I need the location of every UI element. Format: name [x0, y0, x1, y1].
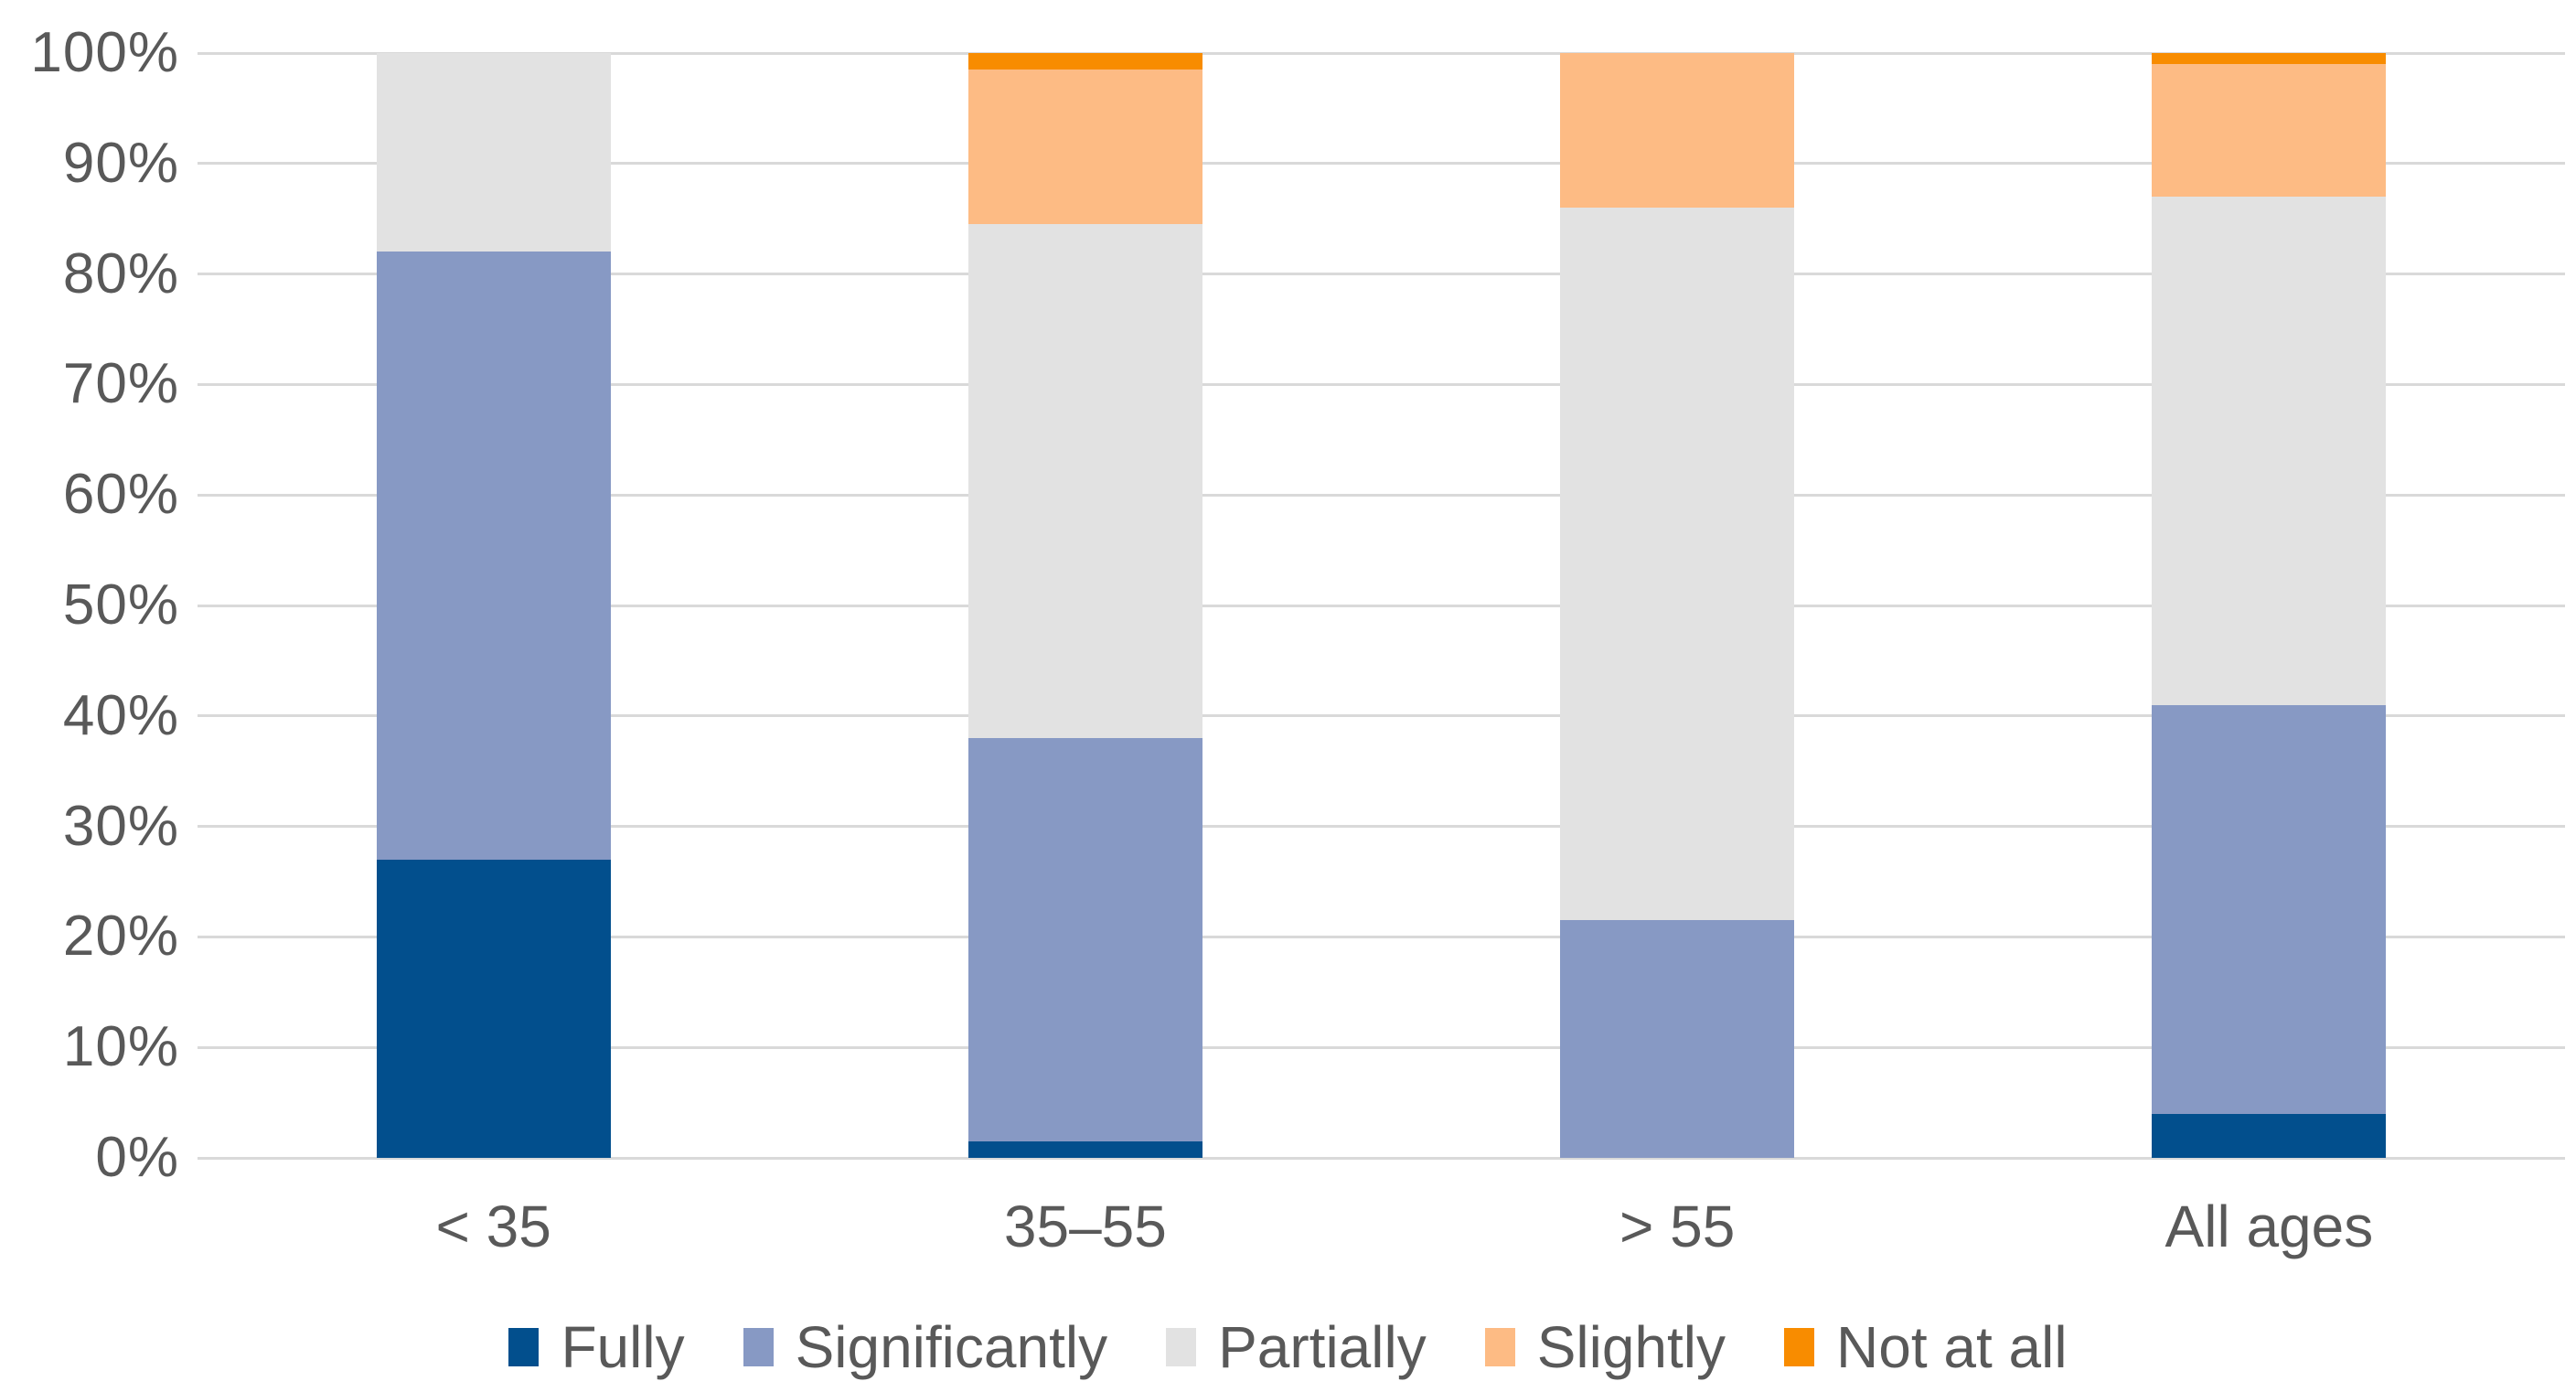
bar-stack-3 [1560, 53, 1795, 1158]
legend-swatch-icon [508, 1328, 540, 1366]
legend-swatch-icon [1166, 1328, 1197, 1366]
y-axis: 0% 10% 20% 30% 40% 50% 60% 70% 80% 90% 100% [0, 24, 179, 1187]
legend-label: Fully [561, 1314, 685, 1380]
legend-swatch-icon [1784, 1328, 1814, 1366]
bar-segment-fully [967, 1140, 1202, 1158]
bar-segment-slightly [2152, 64, 2387, 198]
y-tick-label-0: 0% [95, 1126, 179, 1189]
bar-segment-significantly [967, 737, 1202, 1141]
legend-item-fully: Fully [508, 1314, 685, 1380]
y-tick-label-70: 70% [62, 352, 179, 416]
bar-segment-partially [1560, 208, 1795, 921]
y-tick-label-80: 80% [62, 241, 179, 305]
legend-item-not-at-all: Not at all [1784, 1315, 2068, 1379]
legend-label: Significantly [795, 1314, 1108, 1380]
x-axis: < 35 35–55 > 55 All ages [198, 1194, 2565, 1267]
gridline-80 [198, 273, 2565, 276]
bar-stack-4 [2152, 53, 2387, 1158]
x-category-label: < 35 [435, 1194, 551, 1259]
bar-stack-1 [376, 53, 611, 1158]
bar-segment-partially [376, 53, 611, 252]
legend-swatch-icon [1484, 1328, 1515, 1366]
y-tick-label-40: 40% [62, 683, 179, 747]
y-tick-label-30: 30% [62, 794, 179, 858]
bar-segment-significantly [2152, 704, 2387, 1114]
plot-area [198, 51, 2565, 1160]
y-tick-label-100: 100% [30, 21, 179, 84]
gridline-100 [198, 51, 2565, 55]
gridline-30 [198, 825, 2565, 829]
legend-item-partially: Partially [1166, 1315, 1427, 1379]
bar-segment-slightly [1560, 53, 1795, 209]
gridline-70 [198, 382, 2565, 386]
legend-item-significantly: Significantly [743, 1314, 1108, 1380]
bar-segment-significantly [376, 252, 611, 860]
y-tick-label-50: 50% [62, 573, 179, 637]
bar-segment-fully [2152, 1113, 2387, 1158]
y-tick-label-90: 90% [62, 131, 179, 195]
bar-segment-partially [967, 224, 1202, 738]
x-category-label: 35–55 [1003, 1194, 1167, 1259]
legend-item-slightly: Slightly [1484, 1314, 1726, 1380]
y-tick-label-20: 20% [62, 905, 179, 969]
bar-segment-significantly [1560, 920, 1795, 1158]
bar-segment-partially [2152, 197, 2387, 705]
gridline-20 [198, 935, 2565, 938]
gridline-90 [198, 162, 2565, 166]
bar-segment-not-at-all [967, 53, 1202, 70]
legend-swatch-icon [743, 1328, 774, 1366]
legend-label: Not at all [1836, 1314, 2068, 1380]
gridline-60 [198, 493, 2565, 497]
y-tick-label-60: 60% [62, 463, 179, 527]
bar-segment-fully [376, 859, 611, 1158]
x-category-label: > 55 [1619, 1194, 1736, 1259]
legend: Fully Significantly Partially Slightly Not a… [0, 1315, 2576, 1379]
gridline-50 [198, 604, 2565, 607]
bar-segment-slightly [967, 70, 1202, 225]
gridline-40 [198, 714, 2565, 718]
legend-label: Slightly [1536, 1314, 1726, 1380]
bar-stack-2 [967, 53, 1202, 1158]
gridline-10 [198, 1045, 2565, 1049]
legend-label: Partially [1218, 1314, 1427, 1380]
bar-segment-not-at-all [2152, 53, 2387, 65]
gridline-0 [198, 1156, 2565, 1160]
x-category-label: All ages [2164, 1194, 2374, 1259]
y-tick-label-10: 10% [62, 1015, 179, 1079]
